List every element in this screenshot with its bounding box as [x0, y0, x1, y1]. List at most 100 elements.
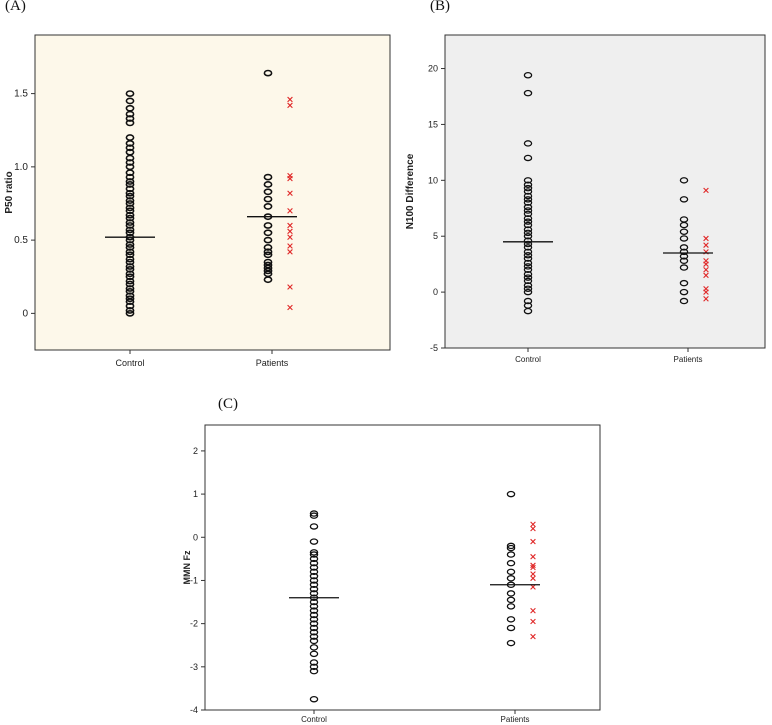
chart-c-plot: -4 -3 -2 -1 0 1 2 MMN Fz Control Patients — [182, 424, 601, 724]
patient-cross-point — [287, 222, 293, 229]
control-point — [523, 184, 533, 192]
patient-circle-point — [263, 69, 273, 77]
control-point — [125, 277, 135, 285]
control-point — [523, 232, 533, 240]
y-tick-label: -1 — [190, 575, 198, 585]
control-point — [523, 89, 533, 97]
patient-cross-point — [703, 258, 709, 264]
patient-circle-point — [263, 251, 273, 259]
y-tick-label: 15 — [428, 119, 438, 129]
patient-circle-point — [506, 551, 516, 558]
control-point — [125, 159, 135, 166]
cross-stroke — [703, 296, 709, 302]
control-point — [125, 292, 135, 300]
control-point — [523, 203, 533, 211]
patient-cross-point — [530, 553, 536, 560]
control-point — [125, 266, 135, 273]
patient-cross-point — [530, 571, 536, 577]
control-point — [125, 134, 135, 141]
cross-stroke — [530, 553, 536, 560]
cross-stroke — [287, 172, 293, 179]
control-point — [125, 302, 135, 310]
control-point — [309, 637, 319, 645]
x-tick-label: Patients — [256, 358, 289, 368]
control-point — [523, 251, 533, 259]
patient-cross-point — [287, 96, 293, 103]
cross-stroke — [287, 222, 293, 229]
patient-cross-point — [530, 521, 536, 528]
chart-b-plot: -5 0 5 10 15 20 N100 Difference Control Patients — [405, 34, 766, 364]
y-tick-label: 1 — [193, 489, 198, 499]
patient-cross-point — [530, 562, 536, 569]
control-point — [125, 173, 135, 181]
y-tick-label: 10 — [428, 175, 438, 185]
y-tick-label: 2 — [193, 446, 198, 456]
control-point — [125, 273, 135, 281]
control-point — [309, 644, 319, 651]
control-point — [125, 229, 135, 237]
cross-stroke — [287, 284, 293, 290]
patient-circle-point — [506, 568, 516, 576]
cross-stroke — [530, 564, 536, 571]
control-point — [125, 144, 135, 152]
control-point — [309, 659, 319, 666]
x-tick-label: Patients — [674, 355, 703, 364]
control-point — [523, 255, 533, 262]
control-point — [125, 204, 135, 212]
patient-cross-point — [287, 249, 293, 255]
y-tick-label: 5 — [433, 231, 438, 241]
control-point — [309, 650, 319, 658]
control-point — [523, 199, 533, 206]
control-point — [309, 581, 319, 589]
control-point — [523, 288, 533, 296]
patient-circle-point — [506, 616, 516, 623]
patient-circle-point — [679, 264, 689, 271]
patient-circle-point — [679, 279, 689, 287]
x-tick-label: Control — [115, 358, 144, 368]
patient-cross-point — [703, 235, 709, 242]
control-point — [309, 598, 319, 606]
patient-circle-point — [679, 228, 689, 235]
patient-circle-point — [506, 542, 516, 550]
control-point — [125, 222, 135, 229]
cross-stroke — [530, 525, 536, 532]
patient-circle-point — [679, 248, 689, 256]
control-point — [523, 237, 533, 244]
control-point — [309, 590, 319, 597]
cross-stroke — [287, 234, 293, 240]
panel-label-a: (A) — [5, 0, 26, 14]
patient-cross-point — [287, 190, 293, 197]
patient-cross-point — [287, 172, 293, 179]
control-point — [523, 177, 533, 184]
patient-cross-point — [287, 208, 293, 214]
patient-circle-point — [506, 575, 516, 582]
chart-a-plot: 0 0.5 1.0 1.5 P50 ratio Control Patients — [4, 34, 391, 368]
y-axis-label: MMN Fz — [182, 550, 192, 584]
control-point — [523, 154, 533, 162]
patient-circle-point — [679, 297, 689, 305]
cross-stroke — [287, 249, 293, 255]
cross-stroke — [530, 618, 536, 625]
cross-stroke — [287, 208, 293, 214]
control-point — [523, 302, 533, 309]
control-point — [523, 188, 533, 195]
control-point — [523, 274, 533, 281]
control-point — [125, 181, 135, 188]
y-tick-label: -2 — [190, 619, 198, 629]
patient-circle-point — [679, 244, 689, 251]
control-point — [523, 215, 533, 222]
control-point — [125, 309, 135, 317]
control-point — [125, 287, 135, 295]
control-point — [125, 97, 135, 105]
control-point — [309, 549, 319, 556]
patient-circle-point — [506, 624, 516, 632]
control-point — [309, 695, 319, 703]
control-point — [309, 603, 319, 610]
cross-stroke — [287, 102, 293, 109]
control-point — [125, 115, 135, 122]
patient-cross-point — [530, 633, 536, 640]
control-point — [309, 572, 319, 580]
control-point — [523, 259, 533, 267]
patient-circle-point — [263, 203, 273, 210]
